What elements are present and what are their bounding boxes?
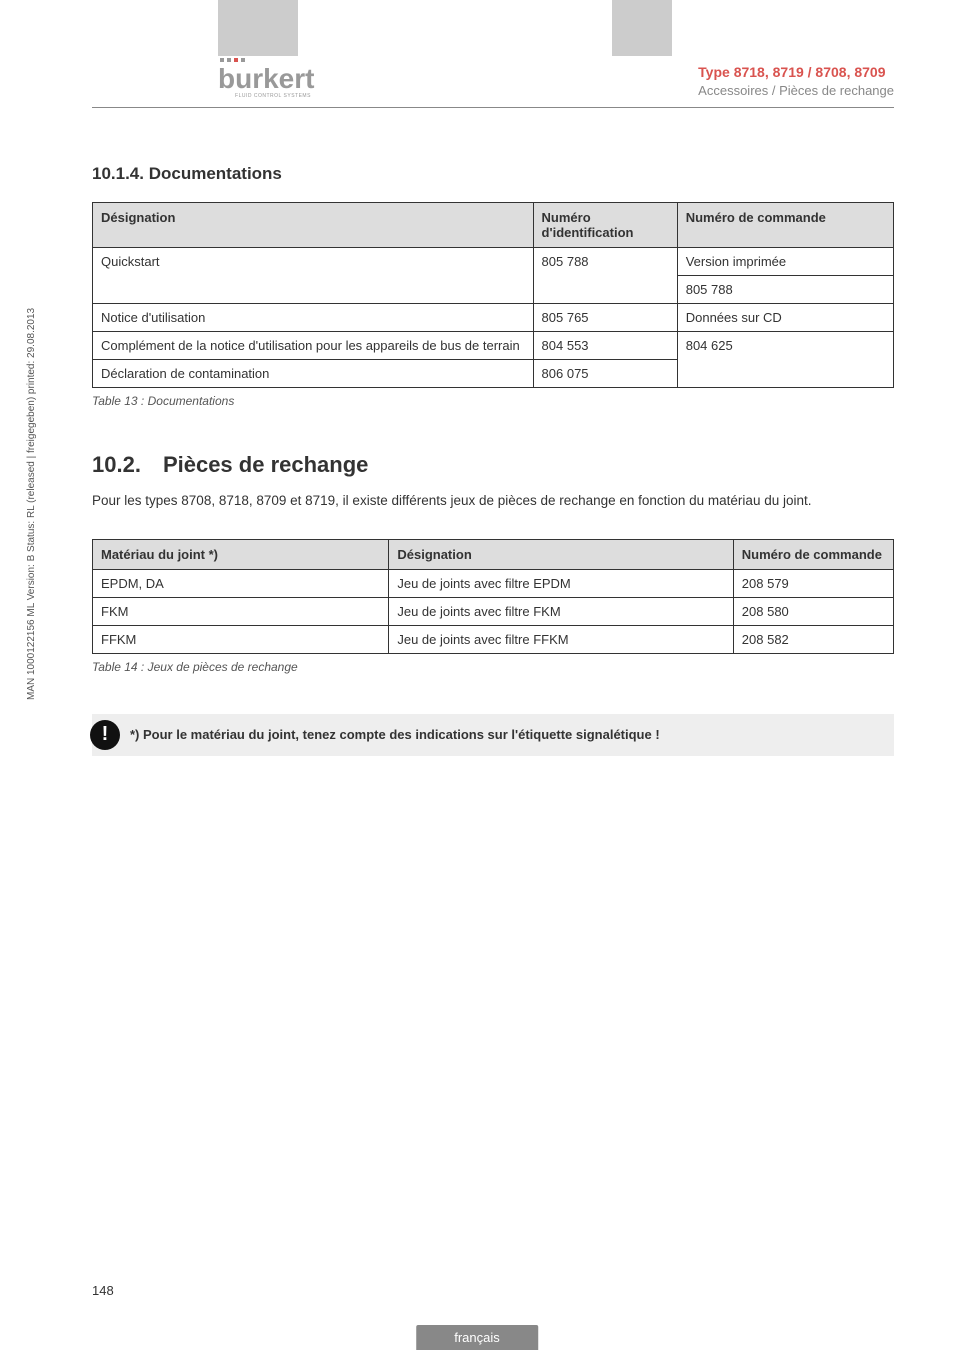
table-row: FFKMJeu de joints avec filtre FFKM208 58… [93, 625, 894, 653]
section-10-2-paragraph: Pour les types 8708, 8718, 8709 et 8719,… [92, 492, 894, 511]
heading-10-2: 10.2. Pièces de rechange [92, 452, 894, 478]
th-designation: Désignation [389, 539, 733, 569]
documentations-table: Désignation Numéro d'identification Numé… [92, 202, 894, 388]
cell: 208 579 [733, 569, 893, 597]
logo-dots-icon [220, 58, 328, 62]
cell: EPDM, DA [93, 569, 389, 597]
th-id-number: Numéro d'identification [533, 203, 677, 248]
cell: Jeu de joints avec filtre FKM [389, 597, 733, 625]
cell: 805 788 [533, 248, 677, 304]
cell: Déclaration de contamination [93, 360, 534, 388]
exclamation-icon [90, 720, 120, 750]
cell: 208 582 [733, 625, 893, 653]
page-header: burkert FLUID CONTROL SYSTEMS Type 8718,… [92, 0, 894, 108]
table-row: Complément de la notice d'utilisation po… [93, 332, 894, 360]
heading-10-1-4: 10.1.4. Documentations [92, 164, 894, 184]
cell: Jeu de joints avec filtre FFKM [389, 625, 733, 653]
page-number: 148 [92, 1283, 114, 1298]
side-metadata-text: MAN 1000122156 ML Version: B Status: RL … [26, 308, 37, 700]
header-decor-bar-left [218, 0, 298, 56]
th-order-number: Numéro de commande [733, 539, 893, 569]
cell: 806 075 [533, 360, 677, 388]
table-row: EPDM, DAJeu de joints avec filtre EPDM20… [93, 569, 894, 597]
cell: Notice d'utilisation [93, 304, 534, 332]
header-decor-bar-right [612, 0, 672, 56]
logo-text: burkert [218, 63, 328, 95]
header-type-line: Type 8718, 8719 / 8708, 8709 [698, 64, 894, 80]
heading-10-2-num: 10.2. [92, 452, 141, 477]
cell: Complément de la notice d'utilisation po… [93, 332, 534, 360]
cell: 805 788 [677, 276, 893, 304]
cell: 804 553 [533, 332, 677, 360]
footer-language-tab: français [416, 1325, 538, 1350]
cell: 805 765 [533, 304, 677, 332]
cell: FFKM [93, 625, 389, 653]
cell: 804 625 [677, 332, 893, 388]
table-row: Notice d'utilisation 805 765 Données sur… [93, 304, 894, 332]
header-subtitle: Accessoires / Pièces de rechange [698, 83, 894, 98]
th-designation: Désignation [93, 203, 534, 248]
logo: burkert FLUID CONTROL SYSTEMS [218, 58, 328, 99]
documentations-tbody: Quickstart 805 788 Version imprimée 805 … [93, 248, 894, 388]
note-block: *) Pour le matériau du joint, tenez comp… [92, 714, 894, 756]
cell: Données sur CD [677, 304, 893, 332]
table-header-row: Désignation Numéro d'identification Numé… [93, 203, 894, 248]
cell: Jeu de joints avec filtre EPDM [389, 569, 733, 597]
cell: Quickstart [93, 248, 534, 304]
header-right-block: Type 8718, 8719 / 8708, 8709 Accessoires… [698, 64, 894, 98]
table-row: FKMJeu de joints avec filtre FKM208 580 [93, 597, 894, 625]
cell: 208 580 [733, 597, 893, 625]
table-14-caption: Table 14 : Jeux de pièces de rechange [92, 660, 894, 674]
th-material: Matériau du joint *) [93, 539, 389, 569]
table-row: Quickstart 805 788 Version imprimée [93, 248, 894, 276]
cell: FKM [93, 597, 389, 625]
heading-10-2-text: Pièces de rechange [163, 452, 368, 477]
spare-parts-tbody: EPDM, DAJeu de joints avec filtre EPDM20… [93, 569, 894, 653]
th-order-number: Numéro de commande [677, 203, 893, 248]
spare-parts-table: Matériau du joint *) Désignation Numéro … [92, 539, 894, 654]
table-header-row: Matériau du joint *) Désignation Numéro … [93, 539, 894, 569]
page-content: 10.1.4. Documentations Désignation Numér… [92, 108, 894, 756]
table-13-caption: Table 13 : Documentations [92, 394, 894, 408]
cell: Version imprimée [677, 248, 893, 276]
note-text: *) Pour le matériau du joint, tenez comp… [130, 727, 660, 742]
